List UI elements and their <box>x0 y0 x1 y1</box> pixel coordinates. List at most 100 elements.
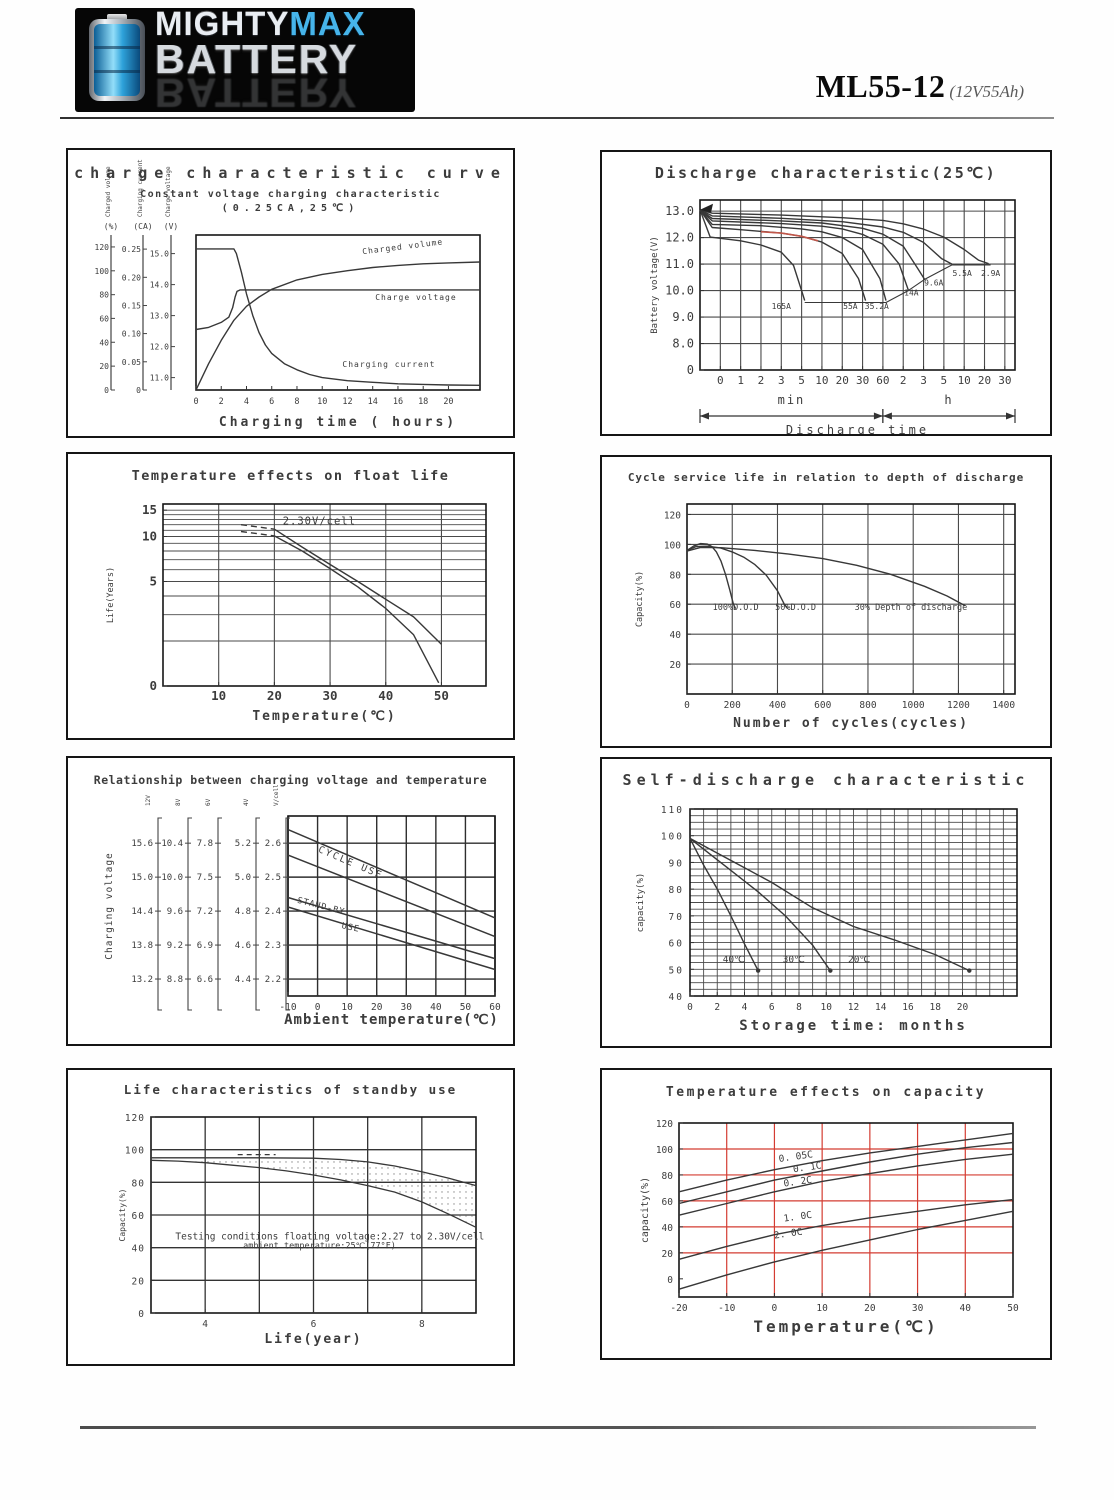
svg-text:USE: USE <box>341 921 361 935</box>
svg-text:Temperature effects on capaci: Temperature effects on capacity <box>666 1085 986 1100</box>
chart-float-life-panel: 10 20 30 40 50 15 10 5 0 2.30V/cell Temperature ef… <box>66 452 515 740</box>
svg-text:20: 20 <box>957 1002 969 1013</box>
svg-text:ambient temperature:25℃(77°F): ambient temperature:25℃(77°F) <box>243 1241 396 1251</box>
svg-text:0.25: 0.25 <box>122 245 141 254</box>
svg-text:20: 20 <box>836 374 849 387</box>
svg-text:Charging current: Charging current <box>342 360 435 369</box>
svg-text:100: 100 <box>664 540 681 551</box>
svg-text:capacity(%): capacity(%) <box>636 873 646 933</box>
battery-core <box>94 24 140 96</box>
svg-text:80: 80 <box>99 291 109 300</box>
cycle-service-life-canvas: 0 200 400 600 800 1000 1200 1400 20 40 60 80 100 120 1… <box>628 471 1023 731</box>
svg-text:(0.25CA,25℃): (0.25CA,25℃) <box>222 203 359 214</box>
svg-text:400: 400 <box>769 700 786 711</box>
series-30%DOD <box>686 546 966 607</box>
series-0.05C <box>678 1132 1014 1193</box>
svg-text:20: 20 <box>443 397 453 407</box>
svg-text:18: 18 <box>418 397 428 407</box>
series-Charged volume <box>195 261 481 391</box>
chart-standby-life-panel: 4 6 8 0 20 40 60 80 100 120 Testing conditions flo… <box>66 1068 515 1366</box>
svg-text:Constant voltage charging char: Constant voltage charging characteristic <box>140 188 441 200</box>
svg-text:Capacity(%): Capacity(%) <box>118 1189 127 1242</box>
model-rating: (12V55Ah) <box>949 82 1024 101</box>
svg-text:min: min <box>778 393 806 407</box>
svg-text:20: 20 <box>99 362 109 371</box>
series-14A <box>699 209 909 291</box>
svg-text:14.4: 14.4 <box>131 907 153 917</box>
svg-text:(V): (V) <box>164 222 178 231</box>
series-cycle-use-upper <box>287 828 496 919</box>
svg-text:2.3: 2.3 <box>265 941 281 951</box>
logo-text: MIGHTYMAX BATTERY BATTERY <box>155 8 366 112</box>
svg-text:10: 10 <box>142 529 157 544</box>
svg-text:3: 3 <box>920 374 927 387</box>
svg-text:CYCLE USE: CYCLE USE <box>316 844 384 881</box>
svg-text:0: 0 <box>193 397 198 407</box>
svg-text:40: 40 <box>662 1223 674 1234</box>
series-100%DOD <box>686 542 737 610</box>
svg-text:4: 4 <box>202 1319 208 1330</box>
svg-text:10: 10 <box>341 1002 353 1013</box>
svg-text:20: 20 <box>371 1002 383 1013</box>
svg-text:0: 0 <box>315 1002 321 1013</box>
series-cycle-use-lower <box>287 854 496 938</box>
svg-text:60: 60 <box>670 600 682 611</box>
series-9.6A <box>699 209 926 280</box>
svg-text:0: 0 <box>667 1275 673 1286</box>
svg-text:8: 8 <box>419 1319 425 1330</box>
svg-text:50: 50 <box>460 1002 472 1013</box>
svg-text:12: 12 <box>848 1002 859 1013</box>
svg-text:12.0: 12.0 <box>150 343 169 352</box>
svg-text:10: 10 <box>816 1303 828 1314</box>
svg-text:14A: 14A <box>904 288 919 297</box>
svg-text:20: 20 <box>132 1276 145 1287</box>
svg-text:120: 120 <box>95 243 110 252</box>
svg-text:4: 4 <box>742 1002 748 1013</box>
svg-text:14: 14 <box>875 1002 887 1013</box>
logo-line2: BATTERY <box>155 35 359 82</box>
svg-text:0: 0 <box>772 1303 778 1314</box>
svg-text:4: 4 <box>244 397 249 407</box>
svg-text:13.2: 13.2 <box>131 975 153 985</box>
chart-cycle-life-panel: 0 200 400 600 800 1000 1200 1400 20 40 60 80 100 120 1… <box>600 455 1052 748</box>
svg-text:7.5: 7.5 <box>197 873 213 883</box>
svg-text:80: 80 <box>669 885 684 896</box>
svg-text:55A: 55A <box>843 302 858 311</box>
series-band-upper-dashed <box>240 524 275 530</box>
svg-text:100: 100 <box>125 1146 145 1157</box>
svg-text:4V: 4V <box>243 798 250 806</box>
svg-text:Battery voltage(V): Battery voltage(V) <box>650 236 660 334</box>
svg-text:30: 30 <box>912 1303 924 1314</box>
svg-text:4.8: 4.8 <box>235 907 251 917</box>
series-band-upper <box>151 1157 477 1187</box>
svg-text:Temperature effects on float l: Temperature effects on float life <box>132 468 450 484</box>
svg-text:30% Depth of discharge: 30% Depth of discharge <box>855 603 968 613</box>
svg-text:100: 100 <box>95 267 110 276</box>
svg-text:6V: 6V <box>205 798 212 806</box>
series-band-lower-dashed <box>240 530 275 537</box>
svg-text:9.2: 9.2 <box>167 941 183 951</box>
svg-text:12: 12 <box>342 397 352 407</box>
svg-text:5: 5 <box>149 574 157 589</box>
svg-text:5.0: 5.0 <box>235 873 251 883</box>
svg-text:(%): (%) <box>104 222 118 231</box>
svg-text:-20: -20 <box>670 1303 687 1314</box>
svg-text:Charge voltage: Charge voltage <box>165 166 172 217</box>
svg-text:18: 18 <box>930 1002 942 1013</box>
svg-text:Charged volume: Charged volume <box>105 166 112 217</box>
svg-text:13.8: 13.8 <box>131 941 153 951</box>
svg-text:6: 6 <box>311 1319 317 1330</box>
svg-text:3: 3 <box>778 374 785 387</box>
model-number: ML55-12 <box>815 68 946 104</box>
svg-text:1. 0C: 1. 0C <box>783 1210 813 1225</box>
svg-text:800: 800 <box>859 700 876 711</box>
svg-text:5.2: 5.2 <box>235 839 251 849</box>
svg-text:Relationship between charging: Relationship between charging voltage an… <box>94 773 487 787</box>
svg-text:120: 120 <box>656 1119 673 1130</box>
svg-text:2: 2 <box>900 374 907 387</box>
charging-voltage-temperature-canvas: -10 0 10 20 30 40 50 60 15.6 15.0 14.4 13.8 13.2 12V 1… <box>94 773 501 1028</box>
svg-text:0: 0 <box>104 386 109 395</box>
svg-text:50%D.O.D: 50%D.O.D <box>775 603 816 613</box>
